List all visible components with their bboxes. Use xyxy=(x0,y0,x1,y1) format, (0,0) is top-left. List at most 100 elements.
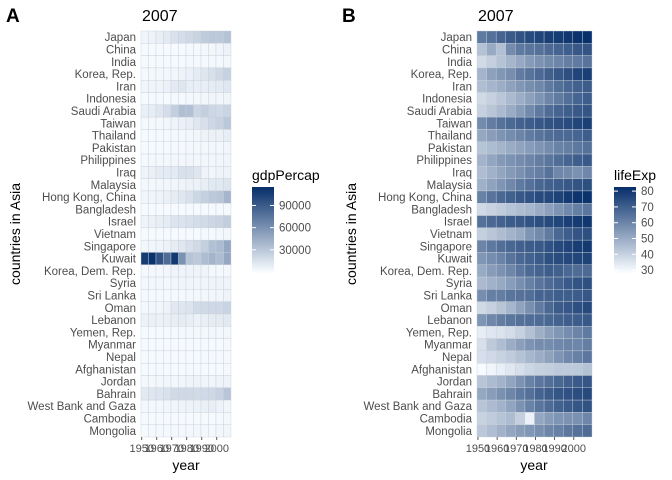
x-tick-label: 1980 xyxy=(523,443,547,455)
heat-cell xyxy=(582,289,593,302)
panel-b-legend-title: lifeExp xyxy=(614,167,656,183)
heat-cell xyxy=(208,30,217,44)
heat-cell xyxy=(178,227,187,241)
heat-cell xyxy=(163,362,172,376)
heat-cell xyxy=(155,338,164,352)
heat-cell xyxy=(185,190,194,204)
heat-cell xyxy=(148,215,157,229)
heat-cell xyxy=(515,424,526,438)
heat-cell xyxy=(582,338,593,352)
heat-cell xyxy=(215,252,224,265)
heat-cell xyxy=(155,153,164,167)
heat-cell xyxy=(185,92,194,106)
heat-cell xyxy=(486,387,497,401)
legend-gradient-step xyxy=(252,238,274,241)
legend-gradient-step xyxy=(614,198,636,201)
heat-cell xyxy=(170,67,179,81)
heat-cell xyxy=(563,190,574,204)
heat-cell xyxy=(524,166,535,179)
legend-label: 60000 xyxy=(279,223,311,235)
legend-gradient-step xyxy=(252,246,274,249)
heat-cell xyxy=(486,104,497,118)
heat-cell xyxy=(170,55,179,69)
legend-gradient-step xyxy=(252,266,274,269)
y-tick-label: Kuwait xyxy=(437,254,472,266)
legend-gradient-step xyxy=(252,242,274,245)
heat-cell xyxy=(524,362,535,376)
heat-cell xyxy=(543,264,554,278)
heat-cell xyxy=(178,350,187,364)
legend-gradient-step xyxy=(252,189,274,192)
heat-cell xyxy=(193,264,202,278)
heat-cell xyxy=(193,129,202,142)
y-tick-label: Iran xyxy=(452,81,472,93)
heat-cell xyxy=(476,80,487,93)
heat-cell xyxy=(170,276,179,290)
heat-cell xyxy=(140,399,149,413)
heat-cell xyxy=(140,289,149,302)
heat-cell xyxy=(495,203,506,216)
panel-b-letter: B xyxy=(342,6,356,27)
heat-cell xyxy=(572,227,583,241)
heat-cell xyxy=(223,55,232,69)
heat-cell xyxy=(495,80,506,93)
heat-cell xyxy=(563,215,574,229)
heat-cell xyxy=(185,203,194,216)
heat-cell xyxy=(193,178,202,192)
heat-cell xyxy=(486,289,497,302)
heat-cell xyxy=(563,227,574,241)
heat-cell xyxy=(215,276,224,290)
legend-gradient-step xyxy=(252,245,274,248)
heat-cell xyxy=(215,362,224,376)
heat-cell xyxy=(223,43,232,56)
heat-cell xyxy=(572,375,583,388)
heat-cell xyxy=(476,67,487,81)
legend-gradient-step xyxy=(252,188,274,191)
heat-cell xyxy=(505,264,516,278)
y-tick-label: Bangladesh xyxy=(411,204,472,216)
heat-cell xyxy=(223,116,232,130)
heat-cell xyxy=(223,30,232,44)
heat-cell xyxy=(155,141,164,155)
heat-cell xyxy=(140,387,149,401)
heat-cell xyxy=(495,239,506,253)
heat-cell xyxy=(185,239,194,253)
heat-cell xyxy=(534,227,545,241)
heat-cell xyxy=(178,153,187,167)
heat-cell xyxy=(553,387,564,401)
heat-cell xyxy=(170,239,179,253)
y-tick-label: Singapore xyxy=(84,241,136,253)
heat-cell xyxy=(193,166,202,179)
heat-cell xyxy=(582,350,593,364)
heat-cell xyxy=(215,153,224,167)
y-tick-label: Bangladesh xyxy=(75,204,136,216)
heat-cell xyxy=(486,239,497,253)
heat-cell xyxy=(148,399,157,413)
heat-cell xyxy=(215,67,224,81)
heat-cell xyxy=(155,227,164,241)
heat-cell xyxy=(572,104,583,118)
heat-cell xyxy=(148,252,157,265)
y-tick-label: India xyxy=(111,57,137,69)
heat-cell xyxy=(193,350,202,364)
heat-cell xyxy=(572,301,583,315)
legend-gradient-step xyxy=(614,192,636,195)
heat-cell xyxy=(563,92,574,106)
heat-cell xyxy=(185,80,194,93)
heat-cell xyxy=(163,67,172,81)
heat-cell xyxy=(534,141,545,155)
y-tick-label: Saudi Arabia xyxy=(407,106,473,118)
heat-cell xyxy=(215,80,224,93)
heat-cell xyxy=(495,30,506,44)
legend-gradient-step xyxy=(614,246,636,249)
heat-cell xyxy=(178,338,187,352)
heat-cell xyxy=(486,252,497,265)
heat-cell xyxy=(163,412,172,425)
heat-cell xyxy=(476,55,487,69)
heat-cell xyxy=(170,215,179,229)
heat-cell xyxy=(495,104,506,118)
heat-cell xyxy=(524,141,535,155)
heat-cell xyxy=(140,80,149,93)
heat-cell xyxy=(200,239,209,253)
heat-cell xyxy=(534,129,545,142)
